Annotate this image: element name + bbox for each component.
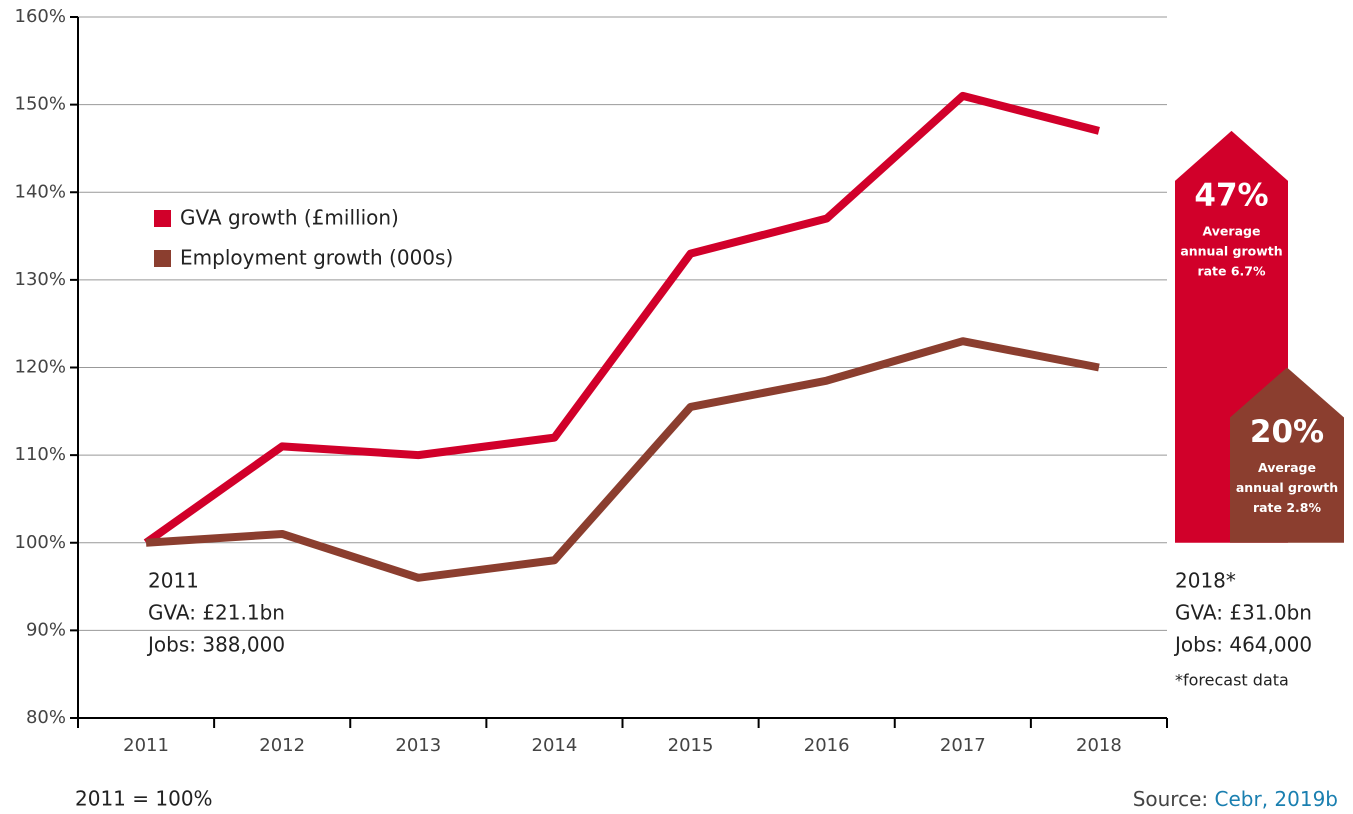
y-tick-label: 150% [15, 94, 66, 115]
x-tick-label: 2014 [532, 735, 578, 756]
start-note: 2011 [148, 569, 199, 593]
y-tick-label: 120% [15, 357, 66, 378]
end-note: 2018* [1175, 569, 1236, 593]
x-tick-label: 2018 [1076, 735, 1122, 756]
source-label: Source: [1133, 787, 1215, 811]
start-note: Jobs: 388,000 [146, 633, 285, 657]
x-tick-label: 2016 [804, 735, 850, 756]
y-tick-label: 130% [15, 269, 66, 290]
start-note: GVA: £21.1bn [148, 601, 285, 625]
y-tick-label: 80% [26, 707, 66, 728]
source: Source: Cebr, 2019b [1133, 787, 1338, 811]
y-tick-label: 90% [26, 619, 66, 640]
growth-text: rate 2.8% [1253, 500, 1322, 515]
growth-text: annual growth [1180, 243, 1282, 258]
y-tick-label: 140% [15, 181, 66, 202]
series-line [145, 337, 1100, 582]
growth-headline: 47% [1194, 177, 1268, 213]
growth-headline: 20% [1250, 414, 1324, 450]
base-note: 2011 = 100% [75, 787, 213, 811]
x-tick-label: 2015 [668, 735, 714, 756]
growth-text: Average [1203, 223, 1261, 238]
growth-text: Average [1258, 460, 1316, 475]
growth-arrow [1230, 367, 1344, 543]
y-tick-label: 110% [15, 444, 66, 465]
x-tick-label: 2012 [259, 735, 305, 756]
legend-swatch [154, 210, 171, 227]
source-link[interactable]: Cebr, 2019b [1215, 787, 1339, 811]
y-tick-label: 160% [15, 6, 66, 27]
x-tick-label: 2017 [940, 735, 986, 756]
x-tick-label: 2011 [123, 735, 169, 756]
legend-swatch [154, 250, 171, 267]
forecast-note: *forecast data [1175, 671, 1289, 690]
growth-text: rate 6.7% [1197, 263, 1266, 278]
series-line [143, 91, 1100, 547]
end-note: Jobs: 464,000 [1173, 633, 1312, 657]
legend-label: GVA growth (£million) [180, 206, 399, 230]
y-tick-label: 100% [15, 532, 66, 553]
x-tick-label: 2013 [395, 735, 441, 756]
end-note: GVA: £31.0bn [1175, 601, 1312, 625]
growth-text: annual growth [1236, 480, 1338, 495]
legend-label: Employment growth (000s) [180, 246, 453, 270]
